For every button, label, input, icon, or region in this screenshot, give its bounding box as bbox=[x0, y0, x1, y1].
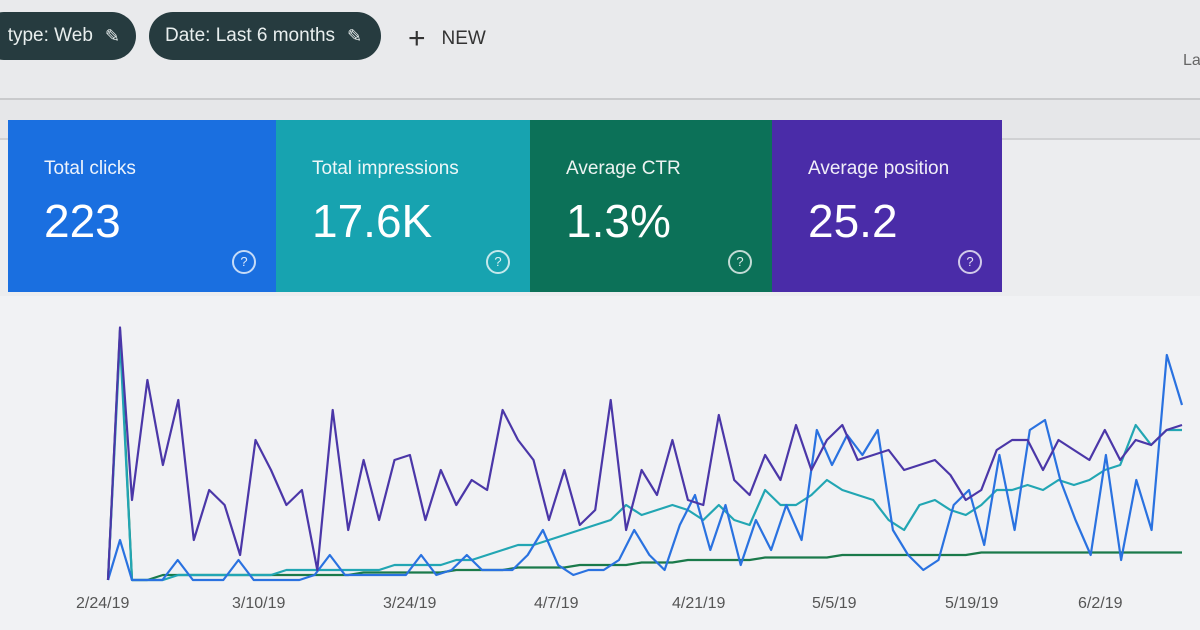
new-label: NEW bbox=[441, 28, 486, 49]
pencil-icon[interactable]: ✎ bbox=[347, 25, 363, 46]
pencil-icon[interactable]: ✎ bbox=[104, 25, 120, 46]
x-tick-label: 3/10/19 bbox=[232, 595, 286, 612]
card-total-clicks[interactable]: Total clicks 223 ? bbox=[8, 120, 276, 292]
series-line bbox=[106, 326, 1183, 581]
filter-bar: type: Web ✎ Date: Last 6 months ✎ + NEW … bbox=[0, 0, 1200, 100]
x-tick-label: 2/24/19 bbox=[76, 595, 130, 612]
help-icon[interactable]: ? bbox=[486, 250, 510, 274]
filter-chip-label: Date: Last 6 months bbox=[165, 25, 336, 46]
x-tick-label: 6/2/19 bbox=[1078, 595, 1123, 612]
plus-icon: + bbox=[408, 22, 426, 55]
series-line bbox=[106, 338, 1182, 582]
card-value: 17.6K bbox=[312, 195, 433, 247]
x-tick-label: 5/19/19 bbox=[945, 595, 999, 612]
help-icon[interactable]: ? bbox=[232, 250, 256, 274]
series-line bbox=[106, 328, 1182, 582]
x-tick-label: 3/24/19 bbox=[383, 595, 437, 612]
card-label: Average CTR bbox=[566, 158, 681, 179]
metric-cards: Total clicks 223 ? Total impressions 17.… bbox=[8, 120, 1002, 292]
filter-chip-search-type[interactable]: type: Web ✎ bbox=[0, 12, 136, 60]
x-tick-label: 5/5/19 bbox=[812, 595, 857, 612]
card-label: Total impressions bbox=[312, 158, 459, 179]
new-filter-button[interactable]: + NEW bbox=[408, 22, 486, 55]
filter-chip-date[interactable]: Date: Last 6 months ✎ bbox=[149, 12, 381, 60]
last-updated-label: La bbox=[1183, 52, 1200, 69]
help-icon[interactable]: ? bbox=[728, 250, 752, 274]
filter-chip-label: type: Web bbox=[7, 25, 93, 46]
card-label: Total clicks bbox=[44, 158, 136, 179]
card-total-impressions[interactable]: Total impressions 17.6K ? bbox=[276, 120, 530, 292]
x-tick-label: 4/21/19 bbox=[672, 595, 726, 612]
card-average-position[interactable]: Average position 25.2 ? bbox=[772, 120, 1002, 292]
series-line bbox=[106, 353, 1184, 582]
x-tick-label: 4/7/19 bbox=[534, 595, 579, 612]
card-value: 223 bbox=[44, 195, 121, 247]
card-label: Average position bbox=[808, 158, 950, 179]
help-icon[interactable]: ? bbox=[958, 250, 982, 274]
card-value: 25.2 bbox=[808, 195, 898, 247]
card-value: 1.3% bbox=[566, 195, 671, 247]
card-average-ctr[interactable]: Average CTR 1.3% ? bbox=[530, 120, 772, 292]
